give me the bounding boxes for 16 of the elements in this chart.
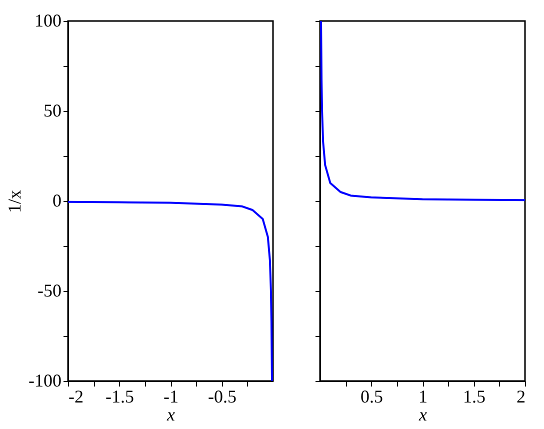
x-tick-label: -1 — [164, 386, 178, 406]
x-tick-label: -2 — [68, 386, 84, 406]
y-tick-label: -100 — [28, 370, 62, 390]
y-tick-label: 50 — [44, 100, 62, 120]
x-tick-label: -1.5 — [106, 386, 134, 406]
x-axis-title: x — [418, 404, 427, 424]
x-tick-label: 2 — [516, 386, 526, 406]
x-tick-label: -0.5 — [208, 386, 236, 406]
x-tick-label: 1 — [418, 386, 428, 406]
y-tick-label: -50 — [38, 280, 62, 300]
y-tick-label: 0 — [52, 190, 62, 210]
y-tick-label: 100 — [34, 10, 62, 30]
x-tick-label: 0.5 — [360, 386, 383, 406]
y-axis-title: 1/x — [4, 190, 25, 214]
x-axis-title: x — [166, 404, 175, 424]
x-tick-label: 1.5 — [463, 386, 486, 406]
